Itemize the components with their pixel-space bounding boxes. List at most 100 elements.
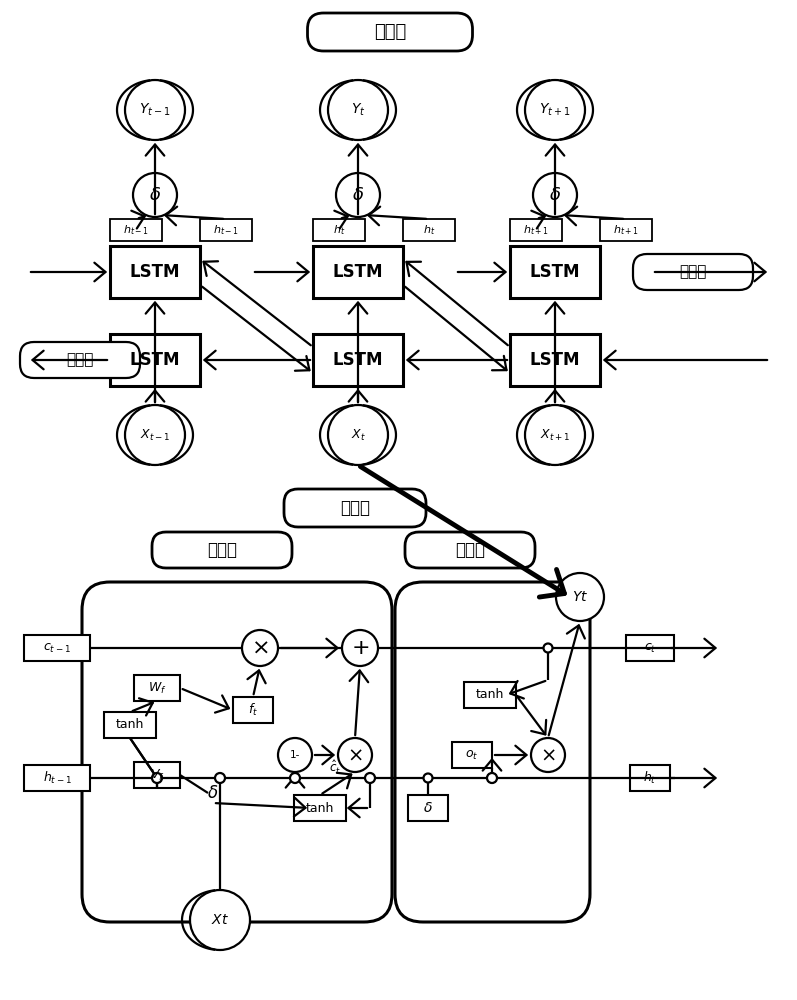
Text: 输出门: 输出门 [455, 541, 485, 559]
Text: $\times$: $\times$ [540, 746, 556, 764]
Bar [313, 246, 403, 298]
Text: $\delta$: $\delta$ [207, 784, 218, 802]
Text: LSTM: LSTM [530, 351, 580, 369]
Circle shape [544, 644, 552, 652]
FancyBboxPatch shape [308, 13, 473, 51]
FancyBboxPatch shape [395, 582, 590, 922]
Bar [313, 334, 403, 386]
Text: LSTM: LSTM [333, 351, 383, 369]
Text: $h_t$: $h_t$ [333, 223, 345, 237]
Circle shape [556, 573, 604, 621]
Text: $Yt$: $Yt$ [571, 590, 588, 604]
Bar [630, 765, 670, 791]
Text: $h_{t-1}$: $h_{t-1}$ [42, 770, 72, 786]
Bar [200, 219, 252, 241]
Text: $h_t$: $h_t$ [423, 223, 435, 237]
Bar [110, 334, 200, 386]
Text: $f_t$: $f_t$ [248, 702, 258, 718]
Circle shape [242, 630, 278, 666]
Circle shape [338, 738, 372, 772]
Text: $+$: $+$ [351, 638, 369, 658]
Text: LSTM: LSTM [130, 263, 180, 281]
Circle shape [125, 80, 185, 140]
Text: $h_{t-1}$: $h_{t-1}$ [213, 223, 239, 237]
FancyBboxPatch shape [152, 532, 292, 568]
Circle shape [133, 173, 177, 217]
Circle shape [290, 773, 300, 783]
Text: 后向层: 后向层 [66, 353, 94, 367]
Text: $h_{t+1}$: $h_{t+1}$ [523, 223, 549, 237]
Bar [134, 762, 180, 788]
Bar [110, 219, 162, 241]
Text: tanh: tanh [116, 718, 144, 732]
Text: $\times$: $\times$ [251, 638, 269, 658]
Bar [510, 219, 562, 241]
Text: $Y_t$: $Y_t$ [351, 102, 365, 118]
Circle shape [328, 405, 388, 465]
Text: $V_f$: $V_f$ [150, 767, 164, 783]
Text: $o_t$: $o_t$ [465, 748, 479, 762]
Bar [464, 682, 516, 708]
FancyBboxPatch shape [284, 489, 426, 527]
Text: $X_t$: $X_t$ [351, 427, 365, 443]
Text: LSTM: LSTM [333, 263, 383, 281]
Bar [408, 795, 448, 821]
Text: $\delta$: $\delta$ [352, 186, 364, 204]
Circle shape [278, 738, 312, 772]
Text: $\hat{c}_t$: $\hat{c}_t$ [329, 759, 341, 777]
Text: $X_{t-1}$: $X_{t-1}$ [140, 427, 170, 443]
Circle shape [525, 405, 585, 465]
Circle shape [125, 405, 185, 465]
Text: tanh: tanh [306, 802, 334, 814]
Text: $Y_{t+1}$: $Y_{t+1}$ [540, 102, 571, 118]
Text: 1-: 1- [290, 750, 300, 760]
Circle shape [152, 773, 162, 783]
Bar [104, 712, 156, 738]
Circle shape [525, 80, 585, 140]
FancyBboxPatch shape [82, 582, 392, 922]
Text: $X_{t+1}$: $X_{t+1}$ [540, 427, 570, 443]
Text: 前向层: 前向层 [679, 264, 707, 279]
Bar [294, 795, 346, 821]
Bar [452, 742, 492, 768]
Circle shape [533, 173, 577, 217]
Bar [510, 334, 600, 386]
Text: $\delta$: $\delta$ [423, 801, 433, 815]
Circle shape [488, 774, 497, 782]
FancyBboxPatch shape [405, 532, 535, 568]
Bar [233, 697, 273, 723]
Text: $\times$: $\times$ [347, 746, 363, 764]
Circle shape [215, 773, 225, 783]
Circle shape [423, 774, 433, 782]
FancyBboxPatch shape [633, 254, 753, 290]
Text: $h_{t+1}$: $h_{t+1}$ [613, 223, 639, 237]
Circle shape [328, 80, 388, 140]
Bar [24, 635, 90, 661]
Text: $h_t$: $h_t$ [643, 770, 657, 786]
Bar [403, 219, 455, 241]
Text: 输出层: 输出层 [374, 23, 406, 41]
Bar [110, 246, 200, 298]
Text: $\delta$: $\delta$ [549, 186, 561, 204]
Text: 输入层: 输入层 [340, 499, 370, 517]
Text: $c_t$: $c_t$ [644, 641, 656, 655]
Text: tanh: tanh [476, 688, 505, 702]
Text: $\delta$: $\delta$ [149, 186, 161, 204]
Circle shape [531, 738, 565, 772]
Circle shape [487, 773, 497, 783]
Bar [134, 675, 180, 701]
Text: LSTM: LSTM [530, 263, 580, 281]
Text: $Xt$: $Xt$ [211, 913, 229, 927]
Bar [510, 246, 600, 298]
Circle shape [342, 630, 378, 666]
Circle shape [190, 890, 250, 950]
Circle shape [365, 773, 375, 783]
Text: $c_{t-1}$: $c_{t-1}$ [43, 641, 71, 655]
FancyBboxPatch shape [20, 342, 140, 378]
Text: 注意门: 注意门 [207, 541, 237, 559]
Text: $W_f$: $W_f$ [147, 680, 167, 696]
Bar [626, 635, 674, 661]
Bar [600, 219, 652, 241]
Text: $Y_{t-1}$: $Y_{t-1}$ [139, 102, 171, 118]
Bar [24, 765, 90, 791]
